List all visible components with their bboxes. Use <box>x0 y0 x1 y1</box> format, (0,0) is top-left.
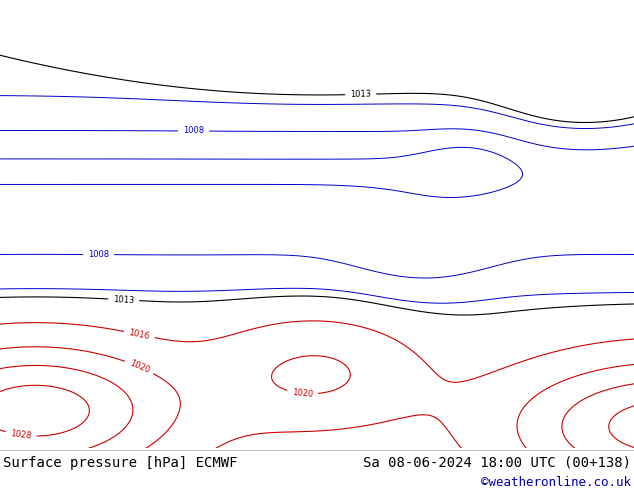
Text: 1008: 1008 <box>183 126 204 136</box>
Text: 1016: 1016 <box>499 477 522 490</box>
Text: 1008: 1008 <box>88 250 109 259</box>
Text: 1013: 1013 <box>113 294 134 305</box>
Text: 1020: 1020 <box>128 359 151 375</box>
Text: 1028: 1028 <box>10 429 32 441</box>
Text: 1016: 1016 <box>128 328 150 341</box>
Text: Surface pressure [hPa] ECMWF: Surface pressure [hPa] ECMWF <box>3 456 238 470</box>
Text: Sa 08-06-2024 18:00 UTC (00+138): Sa 08-06-2024 18:00 UTC (00+138) <box>363 456 631 470</box>
Text: 1020: 1020 <box>292 388 313 399</box>
Text: 1013: 1013 <box>350 90 372 99</box>
Text: ©weatheronline.co.uk: ©weatheronline.co.uk <box>481 476 631 489</box>
